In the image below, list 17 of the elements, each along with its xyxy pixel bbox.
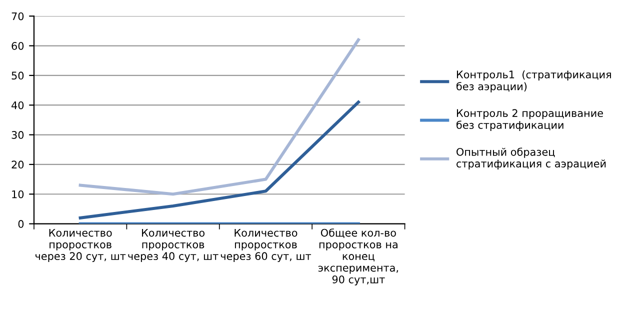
y-tick-label: 60 bbox=[12, 42, 24, 50]
y-tick-label: 50 bbox=[12, 72, 24, 80]
y-tick-label: 40 bbox=[12, 101, 24, 110]
y-tick-label: 10 bbox=[12, 190, 24, 198]
x-tick-label: Количество проростков через 40 сут, шт bbox=[128, 228, 218, 262]
line-series bbox=[78, 100, 360, 220]
legend-label: Контроль1 (стратификация без аэрации) bbox=[456, 70, 611, 92]
x-tick-label: Общее кол-во проростков на конец эксперимента, 90 сут,шт bbox=[318, 228, 398, 286]
y-tick-label: 20 bbox=[12, 160, 24, 169]
y-tick-label: 70 bbox=[12, 12, 24, 20]
legend-label: Контроль 2 проращивание без стратификации bbox=[456, 109, 603, 131]
legend-label: Опытный образец стратификация с аэрацией bbox=[456, 148, 606, 170]
x-tick-label: Количество проростков через 60 сут, шт bbox=[220, 228, 312, 262]
line-series bbox=[78, 38, 360, 196]
y-tick-label: 30 bbox=[12, 131, 24, 139]
x-tick-label: Количество проростков через 20 сут, шт bbox=[36, 228, 126, 262]
y-tick-label: 0 bbox=[18, 220, 24, 228]
